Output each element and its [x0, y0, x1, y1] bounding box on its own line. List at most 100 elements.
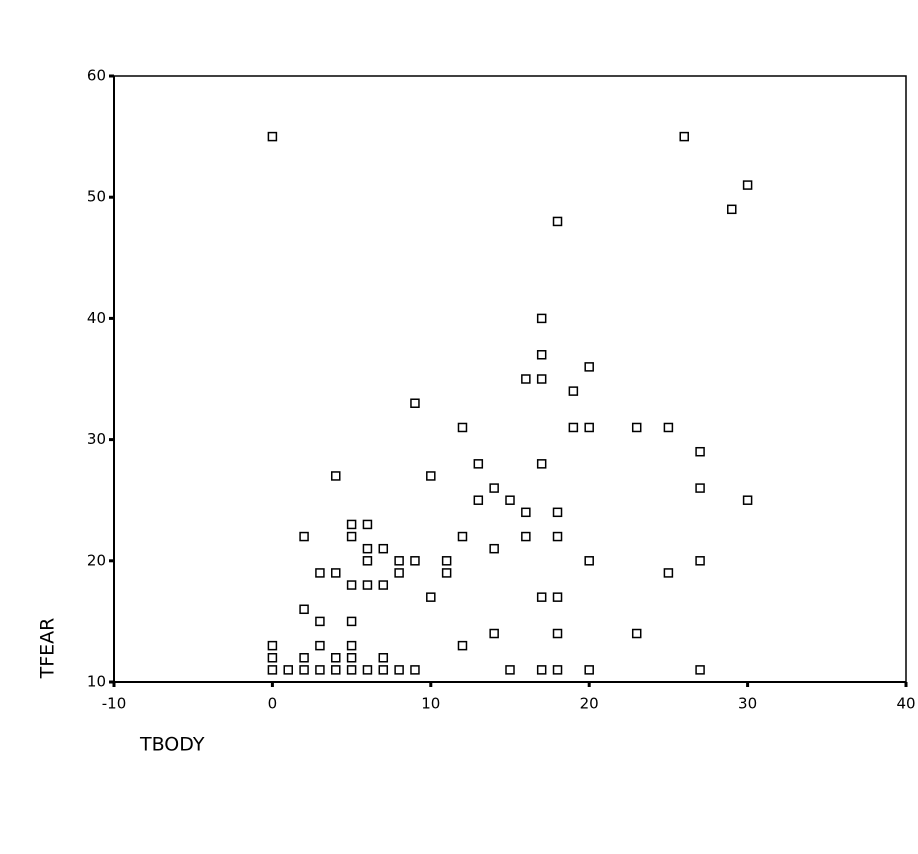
point: [348, 617, 356, 625]
point: [332, 654, 340, 662]
point: [348, 581, 356, 589]
page: {"chart_data": {"type": "scatter", "x_la…: [0, 0, 918, 854]
point: [554, 666, 562, 674]
point: [300, 533, 308, 541]
point: [268, 654, 276, 662]
point: [427, 472, 435, 480]
point: [300, 605, 308, 613]
y-tick-label: 60: [87, 67, 106, 85]
point: [411, 666, 419, 674]
point: [348, 654, 356, 662]
point: [268, 666, 276, 674]
x-tick-label: 40: [896, 695, 915, 713]
point: [696, 484, 704, 492]
point: [490, 630, 498, 638]
point: [379, 654, 387, 662]
point: [395, 569, 403, 577]
point: [443, 569, 451, 577]
x-tick-label: -10: [102, 695, 127, 713]
point: [363, 557, 371, 565]
point: [363, 545, 371, 553]
point: [538, 593, 546, 601]
point: [569, 423, 577, 431]
point: [569, 387, 577, 395]
point: [332, 569, 340, 577]
point: [363, 666, 371, 674]
point: [744, 181, 752, 189]
point: [522, 375, 530, 383]
point: [506, 496, 514, 504]
point: [458, 642, 466, 650]
plot-frame: [114, 76, 906, 682]
point: [348, 666, 356, 674]
point: [554, 593, 562, 601]
point: [284, 666, 292, 674]
y-axis-label: TFEAR: [37, 618, 59, 680]
point: [411, 399, 419, 407]
point: [633, 423, 641, 431]
point: [316, 617, 324, 625]
point: [348, 533, 356, 541]
point: [411, 557, 419, 565]
point: [379, 666, 387, 674]
point: [443, 557, 451, 565]
x-tick-label: 10: [421, 695, 440, 713]
point: [348, 642, 356, 650]
point: [427, 593, 435, 601]
x-tick-label: 0: [268, 695, 278, 713]
point: [554, 533, 562, 541]
point: [696, 448, 704, 456]
point: [585, 423, 593, 431]
point: [332, 666, 340, 674]
point: [538, 314, 546, 322]
y-tick-label: 30: [87, 430, 106, 448]
point: [316, 642, 324, 650]
point: [379, 581, 387, 589]
y-tick-label: 20: [87, 551, 106, 569]
point: [490, 484, 498, 492]
point: [585, 363, 593, 371]
point: [300, 666, 308, 674]
point: [490, 545, 498, 553]
point: [538, 375, 546, 383]
point: [538, 351, 546, 359]
point: [395, 557, 403, 565]
point: [744, 496, 752, 504]
point: [664, 569, 672, 577]
point: [554, 630, 562, 638]
point: [506, 666, 514, 674]
point: [696, 557, 704, 565]
point: [458, 533, 466, 541]
point: [538, 460, 546, 468]
y-tick-label: 50: [87, 188, 106, 206]
point: [316, 569, 324, 577]
point: [522, 508, 530, 516]
x-tick-label: 30: [738, 695, 757, 713]
y-tick-label: 10: [87, 673, 106, 691]
point: [538, 666, 546, 674]
y-tick-label: 40: [87, 309, 106, 327]
point: [332, 472, 340, 480]
point: [316, 666, 324, 674]
point: [696, 666, 704, 674]
point: [585, 557, 593, 565]
chart: TFEAR TBODY 102030405060-10010203040: [0, 0, 918, 854]
point: [585, 666, 593, 674]
point: [728, 205, 736, 213]
point: [554, 217, 562, 225]
point: [474, 496, 482, 504]
point: [348, 520, 356, 528]
point: [664, 423, 672, 431]
point: [268, 133, 276, 141]
point: [395, 666, 403, 674]
x-tick-label: 20: [580, 695, 599, 713]
point: [522, 533, 530, 541]
point: [680, 133, 688, 141]
point: [363, 520, 371, 528]
point: [363, 581, 371, 589]
point: [474, 460, 482, 468]
point: [268, 642, 276, 650]
point: [300, 654, 308, 662]
point: [633, 630, 641, 638]
point: [554, 508, 562, 516]
